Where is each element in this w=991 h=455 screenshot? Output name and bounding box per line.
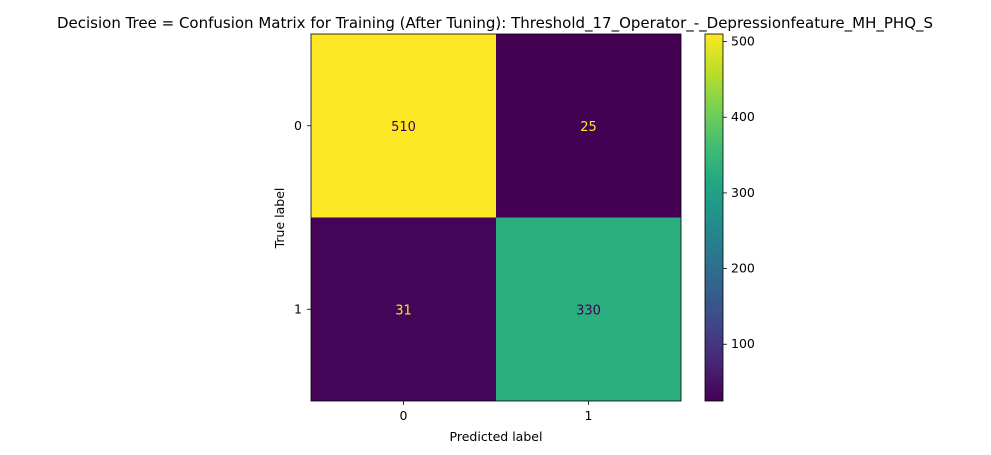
x-tick-label: 1: [585, 408, 593, 423]
colorbar: [704, 33, 724, 402]
matrix-cell-value-1-0: 31: [395, 303, 412, 318]
x-axis-label: Predicted label: [450, 429, 543, 444]
matrix-cell-value-1-1: 330: [576, 303, 601, 318]
matrix-cells: 510 25 31 330: [311, 34, 681, 401]
y-tick-label: 1: [294, 301, 302, 316]
matrix-frame: [310, 33, 682, 402]
matrix-cell-value-0-1: 25: [580, 120, 597, 135]
colorbar-tick-label: 400: [731, 109, 755, 124]
matrix-axes: 0 1 0 1: [294, 118, 592, 423]
y-axis-label: True label: [272, 188, 287, 250]
colorbar-tick-label: 300: [731, 185, 755, 200]
matrix-cell-1-1: [496, 217, 681, 401]
matrix-cell-value-0-0: 510: [391, 120, 416, 135]
x-tick-label: 0: [400, 408, 408, 423]
colorbar-tick-label: 500: [731, 34, 755, 49]
y-tick-label: 0: [294, 118, 302, 133]
colorbar-ticks: 100 200 300 400 500: [723, 34, 755, 351]
matrix-cell-0-0: [311, 34, 496, 218]
colorbar-tick-label: 200: [731, 261, 755, 276]
chart-title: Decision Tree = Confusion Matrix for Tra…: [57, 14, 933, 33]
colorbar-tick-label: 100: [731, 336, 755, 351]
matrix-cell-1-0: [311, 217, 496, 401]
matrix-cell-0-1: [496, 34, 681, 218]
